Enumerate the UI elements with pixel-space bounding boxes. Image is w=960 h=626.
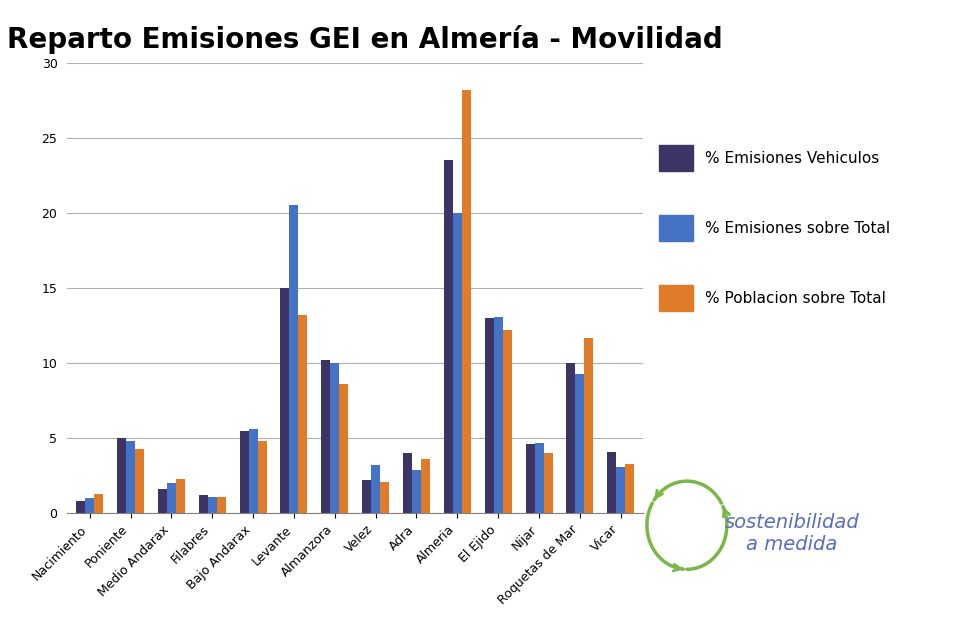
Bar [362, 480, 372, 513]
Bar [566, 363, 575, 513]
Bar [176, 479, 185, 513]
Bar [625, 464, 635, 513]
Bar [585, 337, 593, 513]
Bar [330, 363, 339, 513]
Bar [94, 494, 103, 513]
Bar [535, 443, 543, 513]
Bar [421, 459, 430, 513]
Bar [372, 465, 380, 513]
Bar [485, 318, 493, 513]
Bar [444, 160, 453, 513]
Bar [543, 453, 553, 513]
Bar [412, 470, 421, 513]
Bar [135, 449, 144, 513]
Bar [493, 317, 503, 513]
Text: % Poblacion sobre Total: % Poblacion sobre Total [705, 291, 885, 305]
Bar [289, 205, 299, 513]
Bar [217, 497, 226, 513]
Text: % Emisiones Vehiculos: % Emisiones Vehiculos [705, 151, 879, 165]
Bar [76, 501, 85, 513]
Bar [462, 90, 470, 513]
Bar [403, 453, 412, 513]
Bar [659, 215, 693, 241]
Text: Reparto Emisiones GEI en Almería - Movilidad: Reparto Emisiones GEI en Almería - Movil… [7, 25, 723, 54]
Bar [453, 213, 462, 513]
Bar [207, 497, 217, 513]
Bar [257, 441, 267, 513]
Bar [322, 360, 330, 513]
Bar [503, 330, 512, 513]
Bar [117, 438, 126, 513]
Bar [575, 374, 585, 513]
Bar [157, 490, 167, 513]
Bar [85, 498, 94, 513]
Text: % Emisiones sobre Total: % Emisiones sobre Total [705, 221, 890, 235]
Bar [380, 482, 389, 513]
Bar [199, 495, 207, 513]
Bar [249, 429, 257, 513]
Text: sostenibilidad
a medida: sostenibilidad a medida [725, 513, 859, 554]
Bar [659, 285, 693, 312]
Bar [167, 483, 176, 513]
Bar [659, 145, 693, 172]
Bar [525, 444, 535, 513]
Bar [339, 384, 348, 513]
Bar [126, 441, 135, 513]
Bar [616, 467, 625, 513]
Bar [299, 315, 307, 513]
Bar [240, 431, 249, 513]
Bar [608, 452, 616, 513]
Bar [280, 288, 289, 513]
